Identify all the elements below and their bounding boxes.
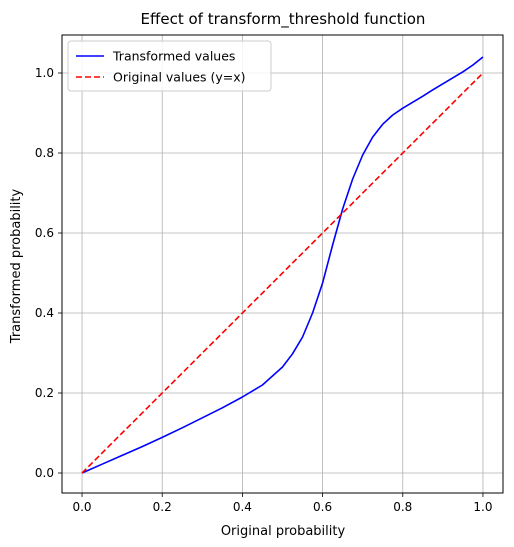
y-tick-label: 0.0 <box>35 466 54 480</box>
legend-box <box>67 40 272 92</box>
legend-label: Original values (y=x) <box>113 70 246 85</box>
series-lines <box>81 56 484 474</box>
axis-ticks: 0.0 0.2 0.4 0.6 0.8 1.0 0.0 0.2 0.4 0.6 0.8 1.0 <box>35 66 493 514</box>
y-tick-label: 0.4 <box>35 306 54 320</box>
x-tick-label: 0.2 <box>153 500 172 514</box>
y-tick-label: 0.6 <box>35 226 54 240</box>
y-tick-label: 1.0 <box>35 66 54 80</box>
x-tick-label: 0.0 <box>72 500 91 514</box>
chart-title: Effect of transform_threshold function <box>141 10 426 29</box>
series-line-2 <box>81 72 484 474</box>
legend-label: Transformed values <box>112 49 235 64</box>
legend: Transformed values Original values (y=x) <box>67 40 272 92</box>
plot-frame <box>61 34 504 494</box>
x-tick-label: 0.4 <box>233 500 252 514</box>
grid-lines <box>62 35 503 493</box>
y-tick-label: 0.2 <box>35 386 54 400</box>
y-axis-label: Transformed probability <box>9 188 24 344</box>
x-axis-label: Original probability <box>221 524 346 539</box>
x-tick-label: 0.6 <box>313 500 332 514</box>
x-tick-label: 1.0 <box>473 500 492 514</box>
series-line-1 <box>81 56 484 474</box>
y-tick-label: 0.8 <box>35 146 54 160</box>
x-tick-label: 0.8 <box>393 500 412 514</box>
